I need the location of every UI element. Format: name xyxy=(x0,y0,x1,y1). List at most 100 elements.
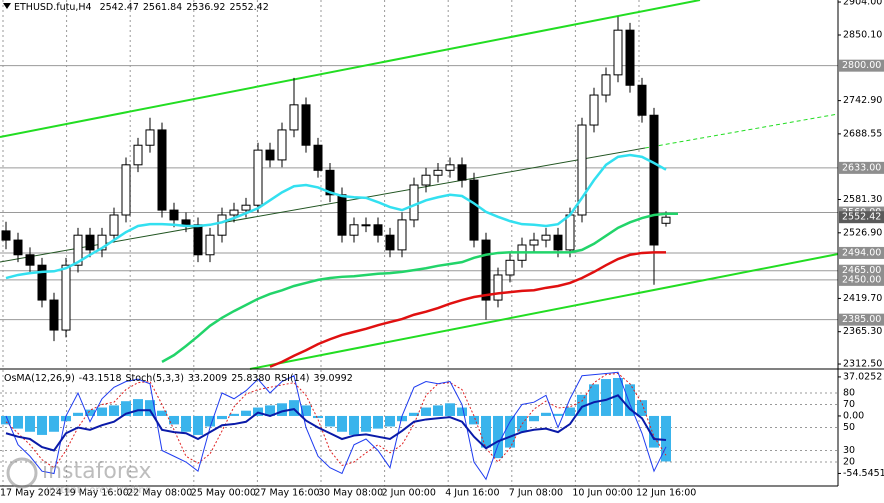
osma-bar xyxy=(565,407,575,416)
osma-bar xyxy=(337,415,347,432)
osma-bar xyxy=(421,407,431,416)
candle-body xyxy=(85,234,95,251)
x-tick-label: 25 May 00:00 xyxy=(191,488,256,499)
osma-bar xyxy=(73,412,83,416)
osma-bar xyxy=(229,413,239,416)
osc-level-label: 30 xyxy=(843,445,855,456)
watermark-tagline: Instant Forex Trading xyxy=(46,485,151,496)
candle-body xyxy=(13,239,23,256)
level-box xyxy=(839,246,884,259)
rsi-name: RSI(14) xyxy=(275,373,310,384)
candle-body xyxy=(1,230,11,241)
osc-level-label: 50 xyxy=(843,422,855,433)
candle-body xyxy=(541,234,551,241)
candle-body xyxy=(493,274,503,301)
osma-bar xyxy=(613,378,623,416)
osma-bar xyxy=(205,415,215,427)
candle-body xyxy=(361,224,371,227)
candle-body xyxy=(25,254,35,266)
candle-body xyxy=(73,234,83,266)
osma-bar xyxy=(49,415,59,432)
osma-bar xyxy=(145,400,155,416)
osma-bar xyxy=(1,415,11,425)
level-box xyxy=(839,264,884,277)
close: 2552.42 xyxy=(229,2,268,13)
candle-body xyxy=(121,164,131,216)
osma-bar xyxy=(637,400,647,416)
candle-body xyxy=(589,94,599,126)
osma-name: OsMA(12,26,9) xyxy=(4,373,75,384)
osma-bar xyxy=(181,415,191,432)
rsi-value: 39.0992 xyxy=(313,373,352,384)
candle-body xyxy=(625,29,635,86)
osma-tick-label: 37.0252 xyxy=(843,371,882,382)
osma-bar xyxy=(481,415,491,448)
candle-body xyxy=(37,264,47,301)
osma-bar xyxy=(361,415,371,432)
y-tick-label: 2365.30 xyxy=(843,326,882,337)
osma-bar xyxy=(349,415,359,435)
y-tick-label: 2312.50 xyxy=(843,359,882,370)
y-tick-label: 2742.90 xyxy=(843,95,882,106)
candle-body xyxy=(397,219,407,251)
y-tick-label: 2688.55 xyxy=(843,128,882,139)
osc-level-label: 20 xyxy=(843,457,855,468)
osma-bar xyxy=(157,410,167,416)
candle-body xyxy=(649,114,659,246)
candle-body xyxy=(265,149,275,161)
osma-bar xyxy=(577,394,587,416)
candle-body xyxy=(169,209,179,221)
x-tick-label: 7 Jun 08:00 xyxy=(509,488,563,499)
osma-bar xyxy=(13,415,23,429)
mid-line-ext xyxy=(644,113,839,149)
level-label: 2465.00 xyxy=(842,265,881,276)
y-tick-label: 2419.70 xyxy=(843,293,882,304)
open: 2542.47 xyxy=(100,2,139,13)
candle-body xyxy=(577,124,587,216)
stoch-main xyxy=(5,371,667,481)
osma-bar xyxy=(109,405,119,416)
candle-body xyxy=(409,184,419,221)
osc-level-label: 70 xyxy=(843,399,855,410)
watermark-logo xyxy=(6,457,38,489)
osma-bar xyxy=(217,415,227,420)
osma-bar xyxy=(373,415,383,429)
osma-bar xyxy=(529,415,539,422)
level-label: 2494.00 xyxy=(842,247,881,258)
plot xyxy=(1,16,678,481)
symbol: ETHUSD.futu,H4 xyxy=(14,2,92,13)
osma-bar xyxy=(241,410,251,416)
osma-bar xyxy=(553,413,563,416)
osma-bar xyxy=(325,415,335,427)
osma-bar xyxy=(397,415,407,422)
x-tick-label: 4 Jun 16:00 xyxy=(445,488,499,499)
candle-body xyxy=(613,29,623,76)
candle-body xyxy=(469,179,479,241)
ma-line xyxy=(5,153,667,280)
osma-bar xyxy=(193,415,203,435)
candle-body xyxy=(457,164,467,181)
osc-level-label: 80 xyxy=(843,388,855,399)
candle-body xyxy=(661,216,671,224)
osma-bar xyxy=(169,415,179,425)
candle-body xyxy=(313,144,323,171)
stoch-name: Stoch(5,3,3) xyxy=(126,373,184,384)
osma-bar xyxy=(85,409,95,416)
osma-bar xyxy=(409,412,419,416)
x-tick-label: 17 May 2024 xyxy=(0,488,62,499)
candle-body xyxy=(61,264,71,331)
rsi-line xyxy=(5,394,667,452)
price-label: 2552.42 xyxy=(842,212,881,223)
candle-body xyxy=(133,144,143,166)
osma-bar xyxy=(37,415,47,435)
osma-bar xyxy=(133,399,143,416)
candle-body xyxy=(145,129,155,146)
candle-body xyxy=(157,129,167,211)
candle-body xyxy=(349,224,359,236)
candle-body xyxy=(97,234,107,251)
x-tick-label: 27 May 16:00 xyxy=(254,488,319,499)
candle-body xyxy=(193,224,203,256)
level-box xyxy=(839,313,884,326)
